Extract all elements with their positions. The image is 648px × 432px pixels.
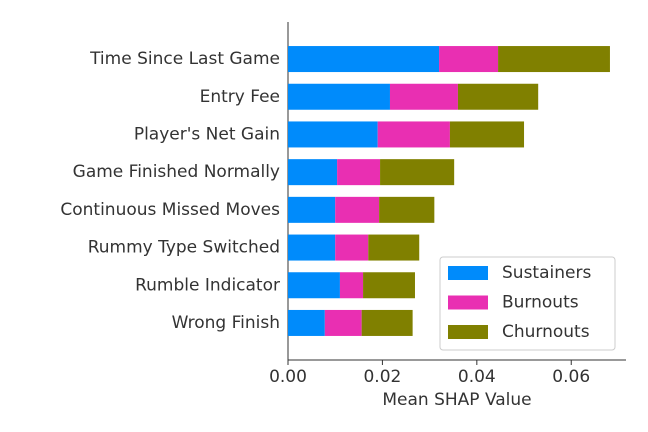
bar-segment [380,159,455,186]
bar-segment [498,46,610,73]
y-tick-label: Rumble Indicator [135,275,280,295]
y-tick-label: Entry Fee [200,87,280,107]
bar-segment [288,83,390,110]
x-tick-label: 0.02 [363,367,401,387]
bar-segment [377,121,450,148]
bar-segment [288,309,325,336]
x-tick-label: 0.00 [269,367,307,387]
bar-segment [324,309,362,336]
y-tick-label: Game Finished Normally [73,162,280,182]
x-axis-label: Mean SHAP Value [382,390,531,410]
bar-segment [288,121,378,148]
y-tick-label: Time Since Last Game [89,49,280,69]
bar-segment [288,46,440,73]
y-tick-label: Rummy Type Switched [88,238,280,258]
legend-label: Sustainers [502,263,591,283]
y-tick-label: Player's Net Gain [134,124,280,144]
bar-segment [389,83,458,110]
legend-swatch [448,325,488,339]
bar-segment [457,83,539,110]
x-tick-label: 0.06 [552,367,590,387]
bar-segment [361,309,413,336]
bar-segment [288,272,340,299]
x-tick-label: 0.04 [458,367,496,387]
bar-segment [337,159,381,186]
bar-segment [335,196,380,223]
legend-swatch [448,266,488,280]
bar-segment [288,234,336,261]
legend-swatch [448,295,488,310]
bar-segment [449,121,525,148]
legend-label: Churnouts [502,322,590,342]
bar-segment [335,234,369,261]
bar-segment [379,196,435,223]
bar-segment [288,196,336,223]
y-tick-label: Continuous Missed Moves [60,200,280,220]
bar-segment [339,272,364,299]
bar-segment [368,234,420,261]
bar-segment [288,159,338,186]
legend-label: Burnouts [502,293,579,313]
y-tick-label: Wrong Finish [172,313,280,333]
bar-segment [439,46,499,73]
bar-segment [363,272,415,299]
